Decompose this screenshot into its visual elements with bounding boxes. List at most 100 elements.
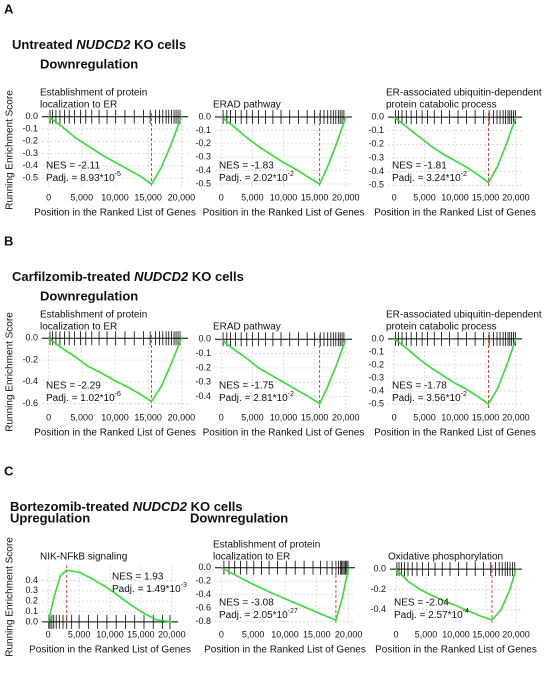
padj-base: Padj. = 2.02*10 bbox=[219, 173, 288, 184]
y-tick-label: 0.4 bbox=[25, 575, 38, 585]
padj-base: Padj. = 3.24*10 bbox=[392, 173, 461, 184]
plot-title: Establishment of protein bbox=[40, 88, 147, 99]
nes-label: NES = -2.11 bbox=[46, 161, 100, 172]
y-tick-label: -0.3 bbox=[22, 148, 38, 158]
padj-label: Padj. = 2.05*10-27 bbox=[219, 608, 298, 621]
y-tick-label: 0.1 bbox=[25, 606, 38, 616]
enrichment-curve bbox=[395, 568, 517, 621]
padj-exponent: -3 bbox=[181, 582, 187, 589]
x-tick-label: 10,000 bbox=[270, 192, 298, 202]
x-tick-label: 15,000 bbox=[472, 629, 500, 639]
y-tick-label: 0.0 bbox=[371, 333, 384, 343]
x-tick-label: 20,000 bbox=[158, 629, 186, 639]
x-tick-label: 10,000 bbox=[442, 629, 470, 639]
y-tick-label: -0.4 bbox=[195, 391, 211, 401]
y-tick-label: -0.2 bbox=[195, 576, 211, 586]
y-tick-label: -0.2 bbox=[368, 139, 384, 149]
y-axis-label: Running Enrichment Score bbox=[5, 312, 16, 432]
y-tick-label: 0.0 bbox=[373, 563, 386, 573]
x-tick-label: 10,000 bbox=[101, 412, 129, 422]
x-tick-label: 10,000 bbox=[271, 629, 299, 639]
plot-title: ERAD pathway bbox=[213, 100, 281, 111]
x-tick-label: 15,000 bbox=[301, 412, 329, 422]
y-tick-label: -0.1 bbox=[195, 348, 211, 358]
x-axis-label: Position in the Ranked List of Genes bbox=[375, 645, 537, 656]
padj-exponent: -2 bbox=[288, 171, 294, 178]
y-axis-label: Running Enrichment Score bbox=[5, 537, 16, 657]
y-tick-label: -0.1 bbox=[368, 346, 384, 356]
x-tick-label: 5,000 bbox=[68, 629, 91, 639]
heading-part: NUDCD2 bbox=[133, 499, 188, 514]
y-tick-label: -0.4 bbox=[22, 160, 38, 170]
y-tick-label: 0.0 bbox=[198, 111, 211, 121]
plot-title: ER-associated ubiquitin-dependent bbox=[386, 88, 542, 99]
padj-base: Padj. = 1.49*10 bbox=[112, 584, 181, 595]
x-axis-label: Position in the Ranked List of Genes bbox=[34, 208, 196, 219]
panel-subheading: Downregulation bbox=[40, 288, 138, 303]
x-tick-label: 10,000 bbox=[270, 412, 298, 422]
heading-part: NUDCD2 bbox=[134, 269, 189, 284]
x-tick-label: 0 bbox=[219, 629, 224, 639]
panel-subheading: Upregulation bbox=[10, 510, 90, 525]
heading-part: KO cells bbox=[130, 37, 186, 52]
y-tick-label: -0.1 bbox=[22, 123, 38, 133]
padj-label: Padj. = 3.24*10-2 bbox=[392, 171, 467, 184]
x-tick-label: 5,000 bbox=[415, 629, 438, 639]
nes-label: NES = -2.29 bbox=[46, 381, 101, 392]
x-tick-label: 5,000 bbox=[71, 412, 94, 422]
x-tick-label: 0 bbox=[219, 412, 224, 422]
x-tick-label: 0 bbox=[46, 629, 51, 639]
enrichment-curve bbox=[47, 569, 172, 623]
plot-title: protein catabolic process bbox=[386, 100, 497, 111]
x-tick-label: 20,000 bbox=[502, 629, 530, 639]
y-tick-label: -0.2 bbox=[368, 359, 384, 369]
x-tick-label: 20,000 bbox=[335, 629, 363, 639]
x-tick-label: 10,000 bbox=[441, 412, 469, 422]
enrichment-curve bbox=[48, 337, 183, 403]
y-tick-label: 0.0 bbox=[25, 111, 38, 121]
x-tick-label: 20,000 bbox=[168, 412, 196, 422]
x-tick-label: 15,000 bbox=[301, 192, 329, 202]
padj-label: Padj. = 3.56*10-2 bbox=[392, 391, 467, 404]
x-tick-label: 10,000 bbox=[101, 192, 129, 202]
padj-base: Padj. = 2.05*10 bbox=[219, 610, 288, 621]
padj-base: Padj. = 2.81*10 bbox=[219, 393, 288, 404]
y-tick-label: -0.6 bbox=[195, 603, 211, 613]
y-tick-label: -0.5 bbox=[368, 180, 384, 190]
x-tick-label: 5,000 bbox=[413, 412, 436, 422]
heading-part: KO cells bbox=[188, 269, 244, 284]
y-tick-label: -0.4 bbox=[195, 165, 211, 175]
nes-label: NES = -1.81 bbox=[392, 161, 447, 172]
panel-letter: B bbox=[4, 233, 13, 248]
y-tick-label: 0.0 bbox=[198, 562, 211, 572]
padj-exponent: -2 bbox=[288, 391, 294, 398]
x-tick-label: 5,000 bbox=[242, 629, 265, 639]
y-tick-label: -0.4 bbox=[368, 385, 384, 395]
x-tick-label: 0 bbox=[46, 192, 51, 202]
x-axis-label: Position in the Ranked List of Genes bbox=[374, 208, 536, 219]
padj-exponent: -4 bbox=[463, 608, 469, 615]
padj-exponent: -27 bbox=[288, 608, 298, 615]
y-tick-label: 0.2 bbox=[25, 596, 38, 606]
y-tick-label: -0.5 bbox=[368, 398, 384, 408]
nes-label: NES = -1.83 bbox=[219, 161, 274, 172]
y-tick-label: 0.0 bbox=[371, 111, 384, 121]
x-tick-label: 0 bbox=[392, 412, 397, 422]
y-axis-label: Running Enrichment Score bbox=[5, 90, 16, 210]
enrichment-curve bbox=[220, 566, 350, 622]
heading-part: NUDCD2 bbox=[76, 37, 131, 52]
x-axis-label: Position in the Ranked List of Genes bbox=[204, 645, 366, 656]
x-tick-label: 15,000 bbox=[303, 629, 331, 639]
y-tick-label: -0.6 bbox=[22, 398, 38, 408]
panel-subheading: Downregulation bbox=[40, 56, 138, 71]
heading-part: Untreated bbox=[12, 37, 76, 52]
y-tick-label: 0.3 bbox=[25, 585, 38, 595]
nes-label: NES = -3.08 bbox=[219, 598, 274, 609]
plot-title: localization to ER bbox=[40, 100, 117, 111]
padj-exponent: -2 bbox=[461, 391, 467, 398]
enrichment-curve bbox=[393, 116, 517, 184]
enrichment-curve bbox=[393, 338, 517, 406]
padj-label: Padj. = 1.49*10-3 bbox=[112, 582, 187, 595]
x-tick-label: 20,000 bbox=[502, 192, 530, 202]
x-tick-label: 20,000 bbox=[502, 412, 530, 422]
